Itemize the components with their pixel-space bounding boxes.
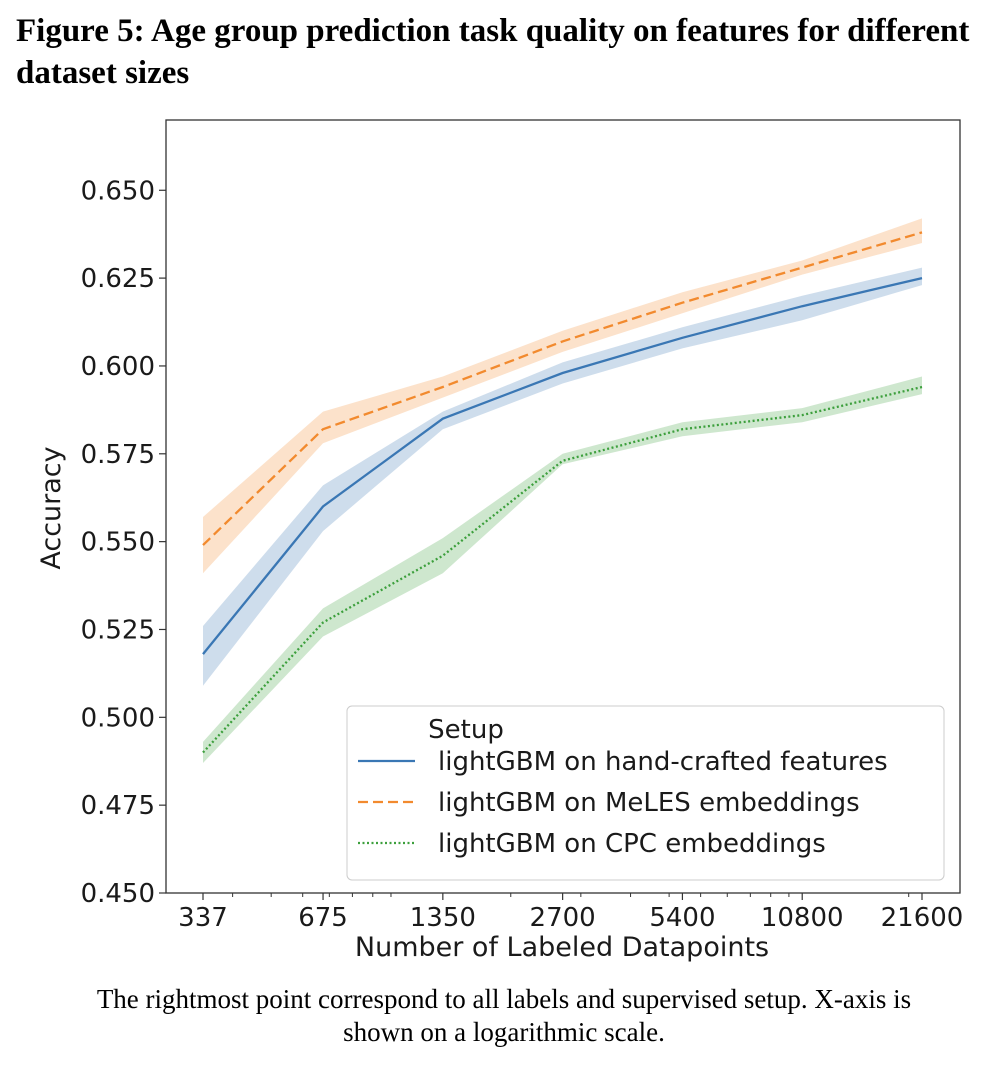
series-0-band [203, 267, 922, 686]
x-axis-label: Number of Labeled Datapoints [355, 932, 769, 963]
y-tick-label: 0.650 [81, 176, 155, 206]
series-lines [202, 231, 923, 754]
x-tick-label: 21600 [881, 903, 964, 933]
y-tick-label: 0.550 [81, 528, 155, 558]
y-tick-label: 0.475 [81, 791, 155, 821]
series-2-line [202, 385, 923, 754]
caption-line-1: The rightmost point correspond to all la… [96, 984, 912, 1014]
figure-caption: The rightmost point correspond to all la… [0, 983, 1008, 1049]
x-tick-label: 675 [298, 903, 348, 933]
x-tick-label: 10800 [761, 903, 844, 933]
x-tick-label: 337 [178, 903, 228, 933]
x-tick-label: 5400 [649, 903, 715, 933]
chart: 337 675 1350 2700 5400 10800 21600 0.4500.4750… [36, 119, 963, 963]
x-axis-ticks: 337 675 1350 2700 5400 10800 21600 [178, 893, 963, 933]
legend-title: Setup [428, 715, 504, 745]
y-axis-ticks: 0.450 0.475 0.500 0.525 0.550 0.575 0.600 0.625… [81, 176, 166, 909]
legend-items: lightGBM on hand-crafted features lightGB… [358, 747, 888, 859]
y-tick-label: 0.625 [81, 264, 155, 294]
figure-title: Figure 5: Age group prediction task qual… [16, 13, 970, 91]
y-tick-label: 0.600 [81, 352, 155, 382]
legend-label-0: lightGBM on hand-crafted features [438, 747, 888, 777]
legend: Setup lightGBM on hand-crafted featuresl… [346, 705, 945, 881]
x-tick-label: 2700 [530, 903, 596, 933]
y-tick-label: 0.500 [81, 703, 155, 733]
legend-label-2: lightGBM on CPC embeddings [438, 829, 826, 859]
x-tick-label: 1350 [410, 903, 476, 933]
legend-label-1: lightGBM on MeLES embeddings [438, 788, 860, 818]
y-tick-label: 0.450 [81, 879, 155, 909]
series-1-line [202, 231, 923, 546]
caption-line-2: shown on a logarithmic scale. [343, 1017, 665, 1047]
confidence-bands [203, 218, 922, 763]
y-tick-label: 0.575 [81, 440, 155, 470]
y-tick-label: 0.525 [81, 615, 155, 645]
y-axis-label: Accuracy [36, 446, 67, 569]
series-0-line [202, 276, 923, 655]
legend-box [346, 705, 945, 881]
